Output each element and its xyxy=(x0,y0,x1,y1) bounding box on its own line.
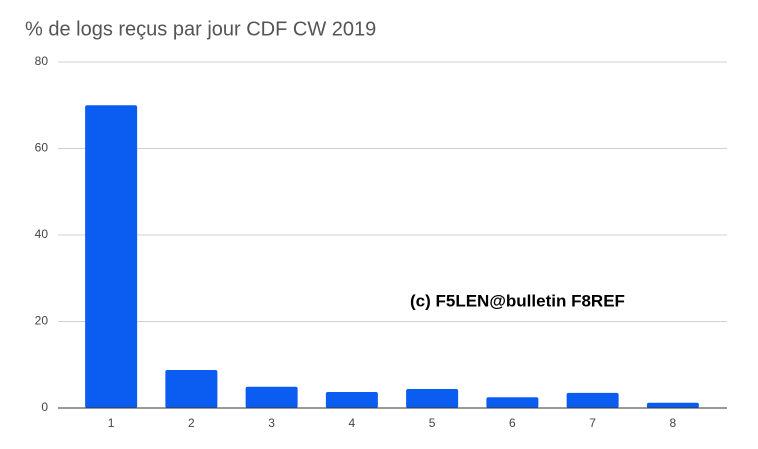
bar xyxy=(566,392,619,408)
bar xyxy=(325,391,378,408)
annotation: (c) F5LEN@bulletin F8REF xyxy=(410,291,625,310)
x-tick-label: 2 xyxy=(188,416,195,430)
chart-title: % de logs reçus par jour CDF CW 2019 xyxy=(25,18,376,40)
x-tick-label: 3 xyxy=(268,416,275,430)
x-tick-label: 1 xyxy=(108,416,115,430)
y-tick-label: 80 xyxy=(35,54,49,68)
bar xyxy=(85,105,138,408)
bar xyxy=(646,402,699,408)
x-tick-label: 5 xyxy=(429,416,436,430)
y-tick-label: 40 xyxy=(35,227,49,241)
y-tick-label: 0 xyxy=(41,400,48,414)
bar xyxy=(406,388,459,408)
x-tick-label: 6 xyxy=(509,416,516,430)
x-tick-label: 4 xyxy=(349,416,356,430)
bar xyxy=(486,397,539,408)
x-tick-label: 8 xyxy=(670,416,677,430)
y-tick-label: 20 xyxy=(35,314,49,328)
y-tick-label: 60 xyxy=(35,141,49,155)
bar xyxy=(165,369,218,408)
bar xyxy=(245,386,298,408)
x-tick-label: 7 xyxy=(589,416,596,430)
